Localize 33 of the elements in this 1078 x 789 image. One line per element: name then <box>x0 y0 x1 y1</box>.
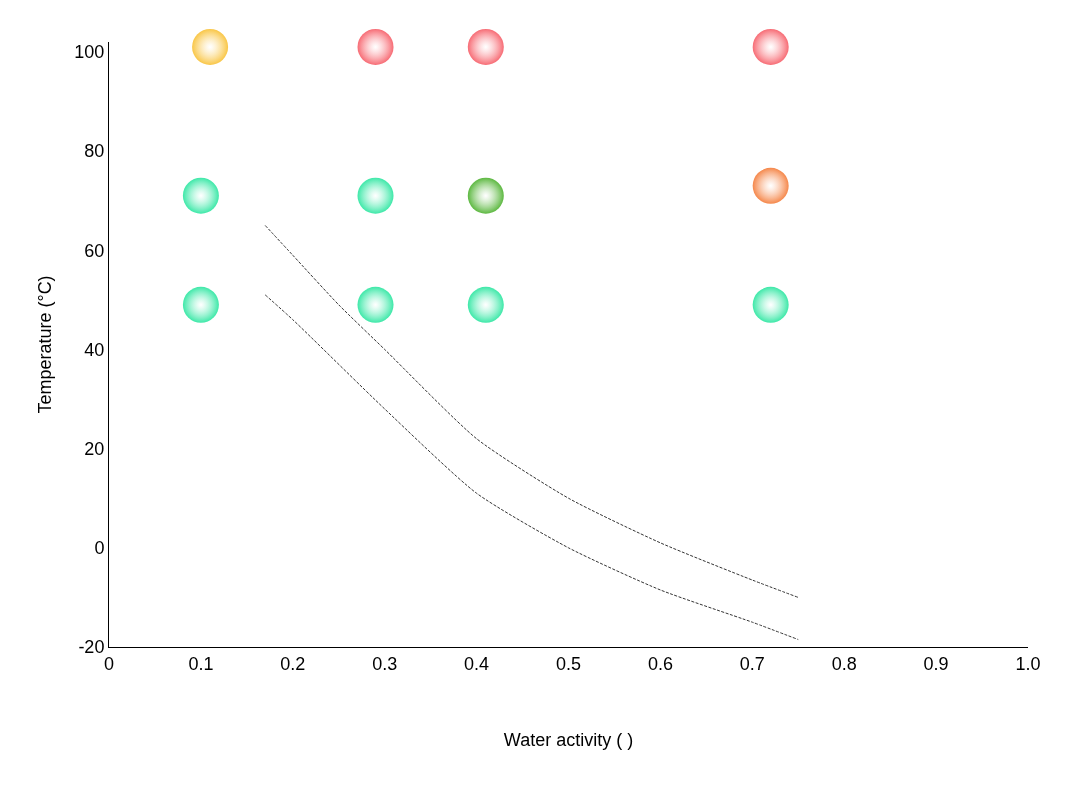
point <box>357 177 394 214</box>
x-tick-label: 1.0 <box>1015 653 1041 674</box>
x-tick-label: 0.8 <box>831 653 857 674</box>
point <box>192 28 229 65</box>
point <box>752 167 789 204</box>
line-series <box>264 224 799 598</box>
y-axis-title: Temperature (°C) <box>34 275 55 414</box>
point <box>357 28 394 65</box>
y-tick-label: 40 <box>84 339 105 360</box>
y-tick-label: 100 <box>74 42 105 63</box>
y-tick-label: 20 <box>84 438 105 459</box>
point <box>467 28 504 65</box>
x-tick-label: 0.6 <box>647 653 673 674</box>
point <box>182 286 219 323</box>
x-tick-label: 0.5 <box>555 653 582 674</box>
y-tick-label: 80 <box>84 141 105 162</box>
point <box>182 177 219 214</box>
point <box>357 286 394 323</box>
point <box>752 28 789 65</box>
line-series <box>264 294 799 641</box>
y-tick-label: 60 <box>84 240 105 261</box>
point <box>467 286 504 323</box>
x-tick-label: 0.9 <box>923 653 949 674</box>
x-axis-title: Water activity ( ) <box>503 729 634 750</box>
point <box>752 286 789 323</box>
x-tick-label: 0.1 <box>188 653 214 674</box>
y-tick-label: 0 <box>94 538 105 559</box>
x-tick-label: 0.4 <box>464 653 490 674</box>
y-tick-label: -20 <box>78 637 105 658</box>
x-tick-label: 0.2 <box>280 653 306 674</box>
x-tick-label: 0.7 <box>739 653 765 674</box>
point <box>467 177 504 214</box>
x-tick-label: 0.3 <box>372 653 398 674</box>
